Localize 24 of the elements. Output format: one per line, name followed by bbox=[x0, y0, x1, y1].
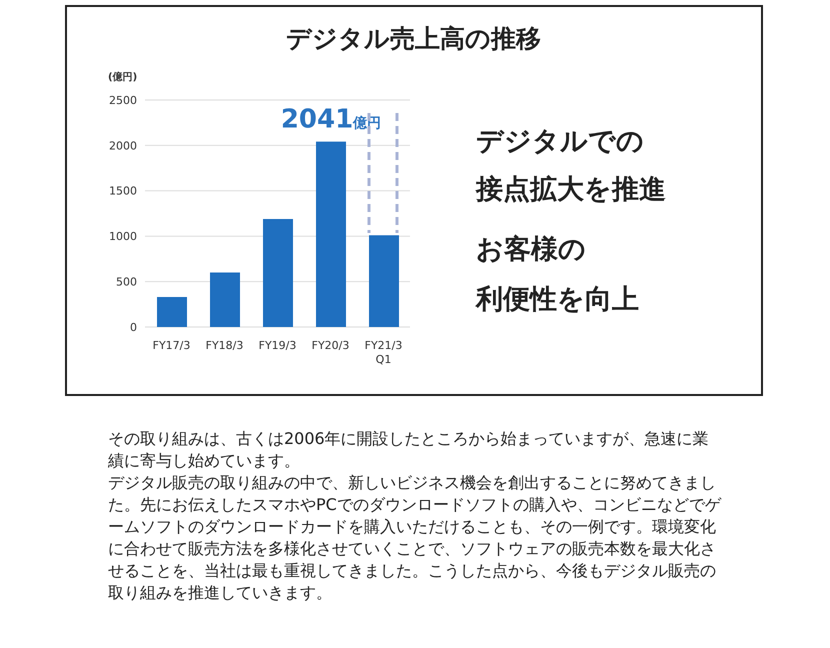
chart-title: デジタル売上高の推移 bbox=[285, 23, 542, 55]
text: お客様の bbox=[476, 233, 586, 267]
text: 利便性を向上 bbox=[476, 283, 639, 317]
text: デジタルでの bbox=[476, 125, 644, 159]
y-tick-label: 2500 bbox=[109, 94, 137, 107]
x-tick-label: FY19/3 bbox=[258, 339, 296, 352]
y-tick-label: 1500 bbox=[109, 184, 137, 198]
y-tick-label: 0 bbox=[130, 320, 137, 334]
y-tick-label: 1000 bbox=[109, 230, 137, 244]
bar bbox=[369, 235, 399, 327]
x-tick-label: FY17/3 bbox=[152, 339, 190, 352]
bar bbox=[316, 142, 346, 327]
y-tick-label: 500 bbox=[116, 276, 137, 289]
text: デジタル販売の取り組みの中で、新しいビジネス機会を創出することに努めてきました。先にお伝えしたスマホやPCでのダウンロードソフトの購入や、コンビニなどでゲームソフトのダウンロードカードを購入いただけることも、その一例です。環境変化に合わせて販売方法を多様化させていくことで、ソフトウェアの販売本数を最大化させることを、当社は最も重視してきました。こうした点から、今後もデジタル販売の取り組みを推進していきます。 bbox=[108, 472, 722, 604]
x-tick-label: FY21/3 Q1 bbox=[364, 339, 402, 366]
bar bbox=[263, 218, 293, 327]
x-tick-label: FY20/3 bbox=[312, 339, 350, 352]
bar bbox=[210, 272, 240, 327]
y-axis-title: (億円) bbox=[108, 70, 138, 84]
x-tick-label: FY18/3 bbox=[206, 339, 244, 352]
bar bbox=[157, 297, 187, 327]
text: 接点拡大を推進 bbox=[476, 173, 666, 207]
text: その取り組みは、古くは2006年に開設したところから始まっていますが、急速に業績に寄与し始めています。 bbox=[108, 428, 710, 472]
y-tick-label: 2000 bbox=[109, 139, 137, 152]
